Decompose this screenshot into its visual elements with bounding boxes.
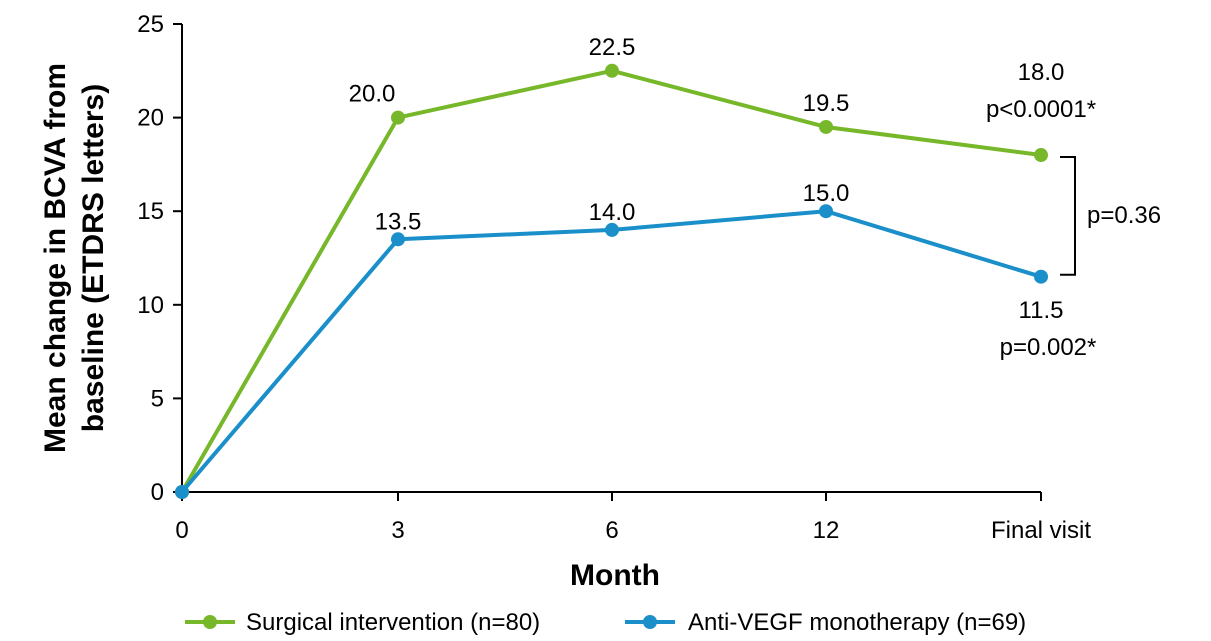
- data-label: 14.0: [589, 199, 636, 226]
- x-axis-ticks: 0 3 6 12 Final visit: [175, 492, 1091, 544]
- x-tick-label: 0: [175, 517, 188, 544]
- data-point: [605, 222, 619, 237]
- final-p-value: p=0.002*: [1000, 334, 1097, 361]
- y-axis-title: Mean change in BCVA from baseline (ETDRS…: [39, 63, 110, 453]
- series-layer: [175, 63, 1048, 499]
- x-tick-label: 6: [605, 517, 618, 544]
- y-axis-title-line2: baseline (ETDRS letters): [77, 84, 110, 432]
- legend-label: Surgical intervention (n=80): [246, 609, 540, 636]
- data-point: [605, 63, 619, 78]
- series-line-1: [180, 209, 1042, 494]
- data-label: 13.5: [375, 208, 422, 235]
- data-label: 11.5: [1019, 297, 1064, 324]
- y-tick-label: 0: [151, 479, 164, 506]
- x-axis-title: Month: [570, 559, 660, 592]
- data-point: [391, 232, 405, 247]
- y-tick-label: 15: [137, 198, 164, 225]
- data-label: 18.0: [1018, 59, 1065, 86]
- data-point: [391, 110, 405, 125]
- comparison-bracket: [1060, 156, 1076, 276]
- y-tick-label: 10: [137, 292, 164, 319]
- data-label: 19.5: [803, 90, 850, 117]
- data-point: [819, 119, 833, 134]
- data-label: 15.0: [803, 180, 850, 207]
- legend-label: Anti-VEGF monotherapy (n=69): [688, 609, 1026, 636]
- legend-marker: [203, 615, 217, 629]
- bracket-line: [1060, 156, 1076, 276]
- x-tick-label: Final visit: [991, 517, 1091, 544]
- legend: Surgical intervention (n=80) Anti-VEGF mo…: [185, 609, 1026, 636]
- y-axis-title-line1: Mean change in BCVA from: [39, 63, 72, 453]
- y-axis-ticks: 0 5 10 15 20 25: [137, 11, 182, 506]
- data-label: 20.0: [349, 81, 396, 108]
- x-tick-label: 3: [391, 517, 404, 544]
- comparison-p-value: p=0.36: [1087, 202, 1161, 229]
- axes: [181, 24, 1041, 493]
- data-point: [1034, 269, 1048, 284]
- data-point: [1034, 148, 1048, 163]
- final-p-value: p<0.0001*: [986, 96, 1096, 123]
- legend-marker: [643, 615, 657, 629]
- y-tick-label: 5: [151, 385, 164, 412]
- y-tick-label: 20: [137, 105, 164, 132]
- data-point: [819, 204, 833, 219]
- x-tick-label: 12: [813, 517, 840, 544]
- y-tick-label: 25: [137, 11, 164, 38]
- data-labels: 20.0 22.5 19.5 18.0 p<0.0001* 13.5 14.0 15.0 11.…: [349, 34, 1097, 361]
- series-line-0: [180, 68, 1042, 493]
- data-label: 22.5: [589, 34, 636, 61]
- data-point: [175, 485, 189, 499]
